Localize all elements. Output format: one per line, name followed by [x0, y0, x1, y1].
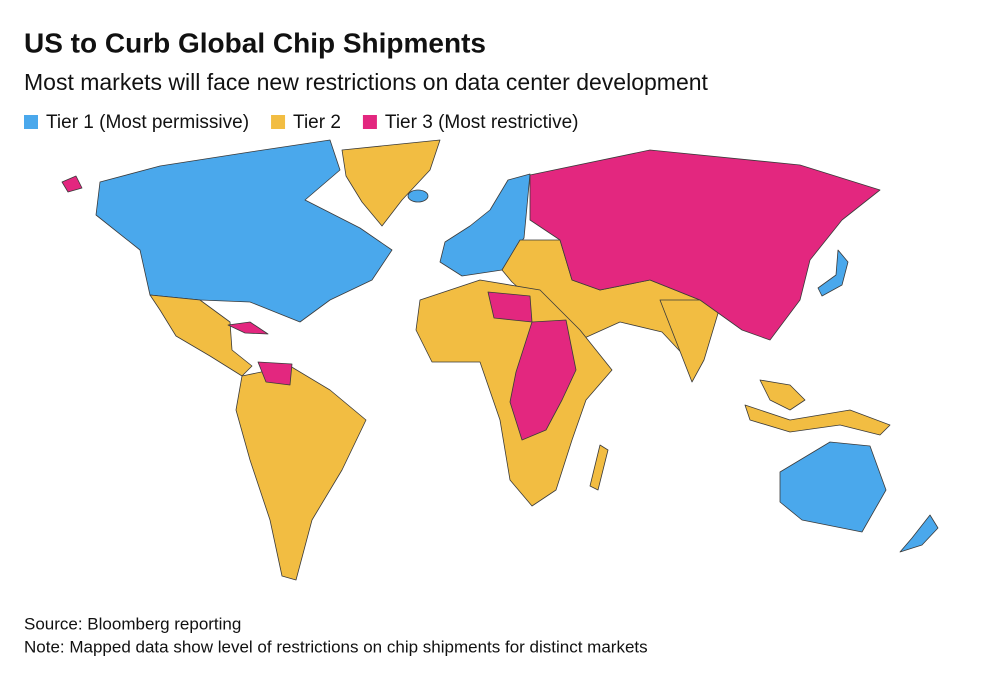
legend-label: Tier 1 (Most permissive): [46, 112, 249, 133]
legend-label: Tier 3 (Most restrictive): [385, 112, 579, 133]
world-map: [61, 139, 939, 581]
note: Note: Mapped data show level of restrict…: [24, 637, 648, 656]
north-america: [95, 139, 393, 323]
iceland: [407, 189, 429, 203]
japan: [817, 249, 849, 297]
southeast-asia: [759, 379, 806, 411]
indonesia: [744, 404, 891, 436]
new-zealand: [899, 514, 939, 553]
greenland: [341, 139, 441, 227]
source: Source: Bloomberg reporting: [24, 614, 241, 633]
legend-swatch: [271, 115, 286, 129]
india: [659, 299, 723, 383]
title: US to Curb Global Chip Shipments: [24, 27, 486, 58]
legend-swatch: [24, 115, 38, 129]
cuba: [227, 321, 269, 335]
russia-china: [529, 149, 881, 341]
central-africa: [509, 319, 577, 441]
western-europe: [439, 173, 531, 277]
greenland-east: [61, 175, 83, 193]
central-america: [149, 294, 253, 377]
libya: [487, 291, 533, 323]
legend-swatch: [362, 115, 377, 129]
legend: Tier 1 (Most permissive) Tier 2 Tier 3 (Mo…: [24, 112, 578, 133]
venezuela: [257, 361, 293, 386]
madagascar: [589, 444, 609, 491]
south-america: [235, 365, 367, 581]
legend-label: Tier 2: [293, 112, 341, 133]
subtitle: Most markets will face new restrictions …: [24, 69, 709, 95]
australia: [779, 441, 887, 533]
